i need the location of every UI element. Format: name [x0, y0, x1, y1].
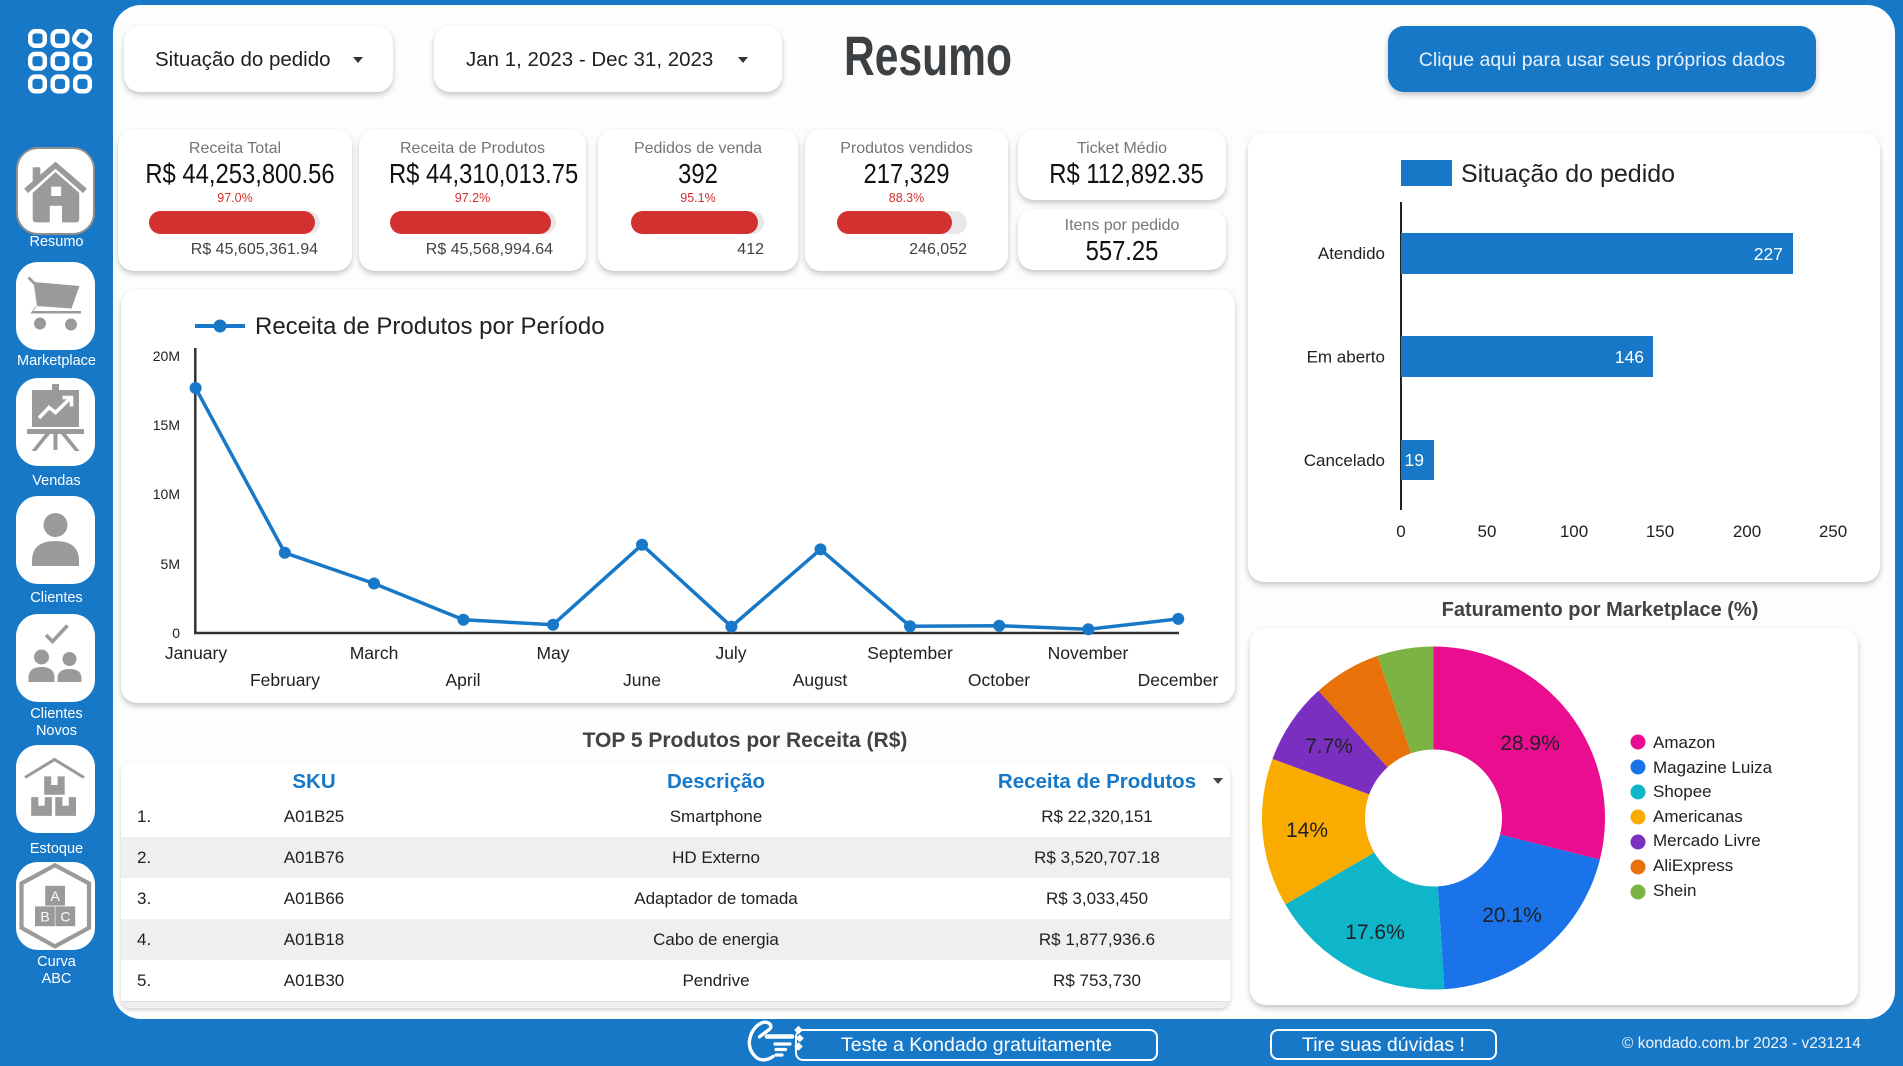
svg-text:AliExpress: AliExpress — [1653, 856, 1733, 875]
svg-text:Shopee: Shopee — [1653, 782, 1712, 801]
svg-text:Mercado Livre: Mercado Livre — [1653, 831, 1761, 850]
svg-text:June: June — [623, 670, 661, 690]
svg-text:150: 150 — [1646, 522, 1674, 541]
svg-text:September: September — [867, 643, 953, 663]
svg-text:January: January — [165, 643, 228, 663]
svg-text:C: C — [60, 908, 70, 924]
svg-text:17.6%: 17.6% — [1345, 921, 1405, 944]
svg-text:20M: 20M — [153, 348, 180, 364]
svg-text:Magazine Luiza: Magazine Luiza — [1653, 758, 1773, 777]
svg-text:146: 146 — [1615, 347, 1644, 367]
svg-text:Americanas: Americanas — [1653, 807, 1743, 826]
svg-text:February: February — [250, 670, 320, 690]
svg-text:August: August — [793, 670, 848, 690]
svg-text:Cancelado: Cancelado — [1304, 451, 1385, 470]
svg-text:250: 250 — [1819, 522, 1847, 541]
svg-text:20.1%: 20.1% — [1482, 904, 1542, 927]
svg-text:November: November — [1048, 643, 1129, 663]
svg-text:28.9%: 28.9% — [1500, 732, 1560, 755]
svg-text:19: 19 — [1405, 450, 1424, 470]
svg-text:A: A — [51, 888, 61, 904]
svg-text:March: March — [350, 643, 399, 663]
svg-text:May: May — [536, 643, 569, 663]
svg-text:Em aberto: Em aberto — [1307, 348, 1385, 367]
svg-text:7.7%: 7.7% — [1305, 735, 1353, 758]
svg-text:14%: 14% — [1286, 819, 1328, 842]
svg-text:Atendido: Atendido — [1318, 244, 1385, 263]
svg-text:Amazon: Amazon — [1653, 733, 1715, 752]
svg-text:15M: 15M — [153, 417, 180, 433]
svg-text:227: 227 — [1754, 244, 1783, 264]
svg-text:10M: 10M — [153, 486, 180, 502]
svg-text:Situação do pedido: Situação do pedido — [1461, 160, 1675, 188]
svg-text:100: 100 — [1560, 522, 1588, 541]
svg-text:B: B — [40, 908, 49, 924]
svg-text:0: 0 — [172, 625, 180, 641]
svg-text:July: July — [715, 643, 746, 663]
svg-text:October: October — [968, 670, 1030, 690]
svg-text:Receita de Produtos por Períod: Receita de Produtos por Período — [255, 313, 605, 340]
svg-text:Shein: Shein — [1653, 881, 1696, 900]
svg-text:200: 200 — [1733, 522, 1761, 541]
svg-text:5M: 5M — [161, 556, 180, 572]
svg-text:50: 50 — [1478, 522, 1497, 541]
svg-text:December: December — [1138, 670, 1219, 690]
svg-text:April: April — [445, 670, 480, 690]
svg-text:0: 0 — [1396, 522, 1405, 541]
